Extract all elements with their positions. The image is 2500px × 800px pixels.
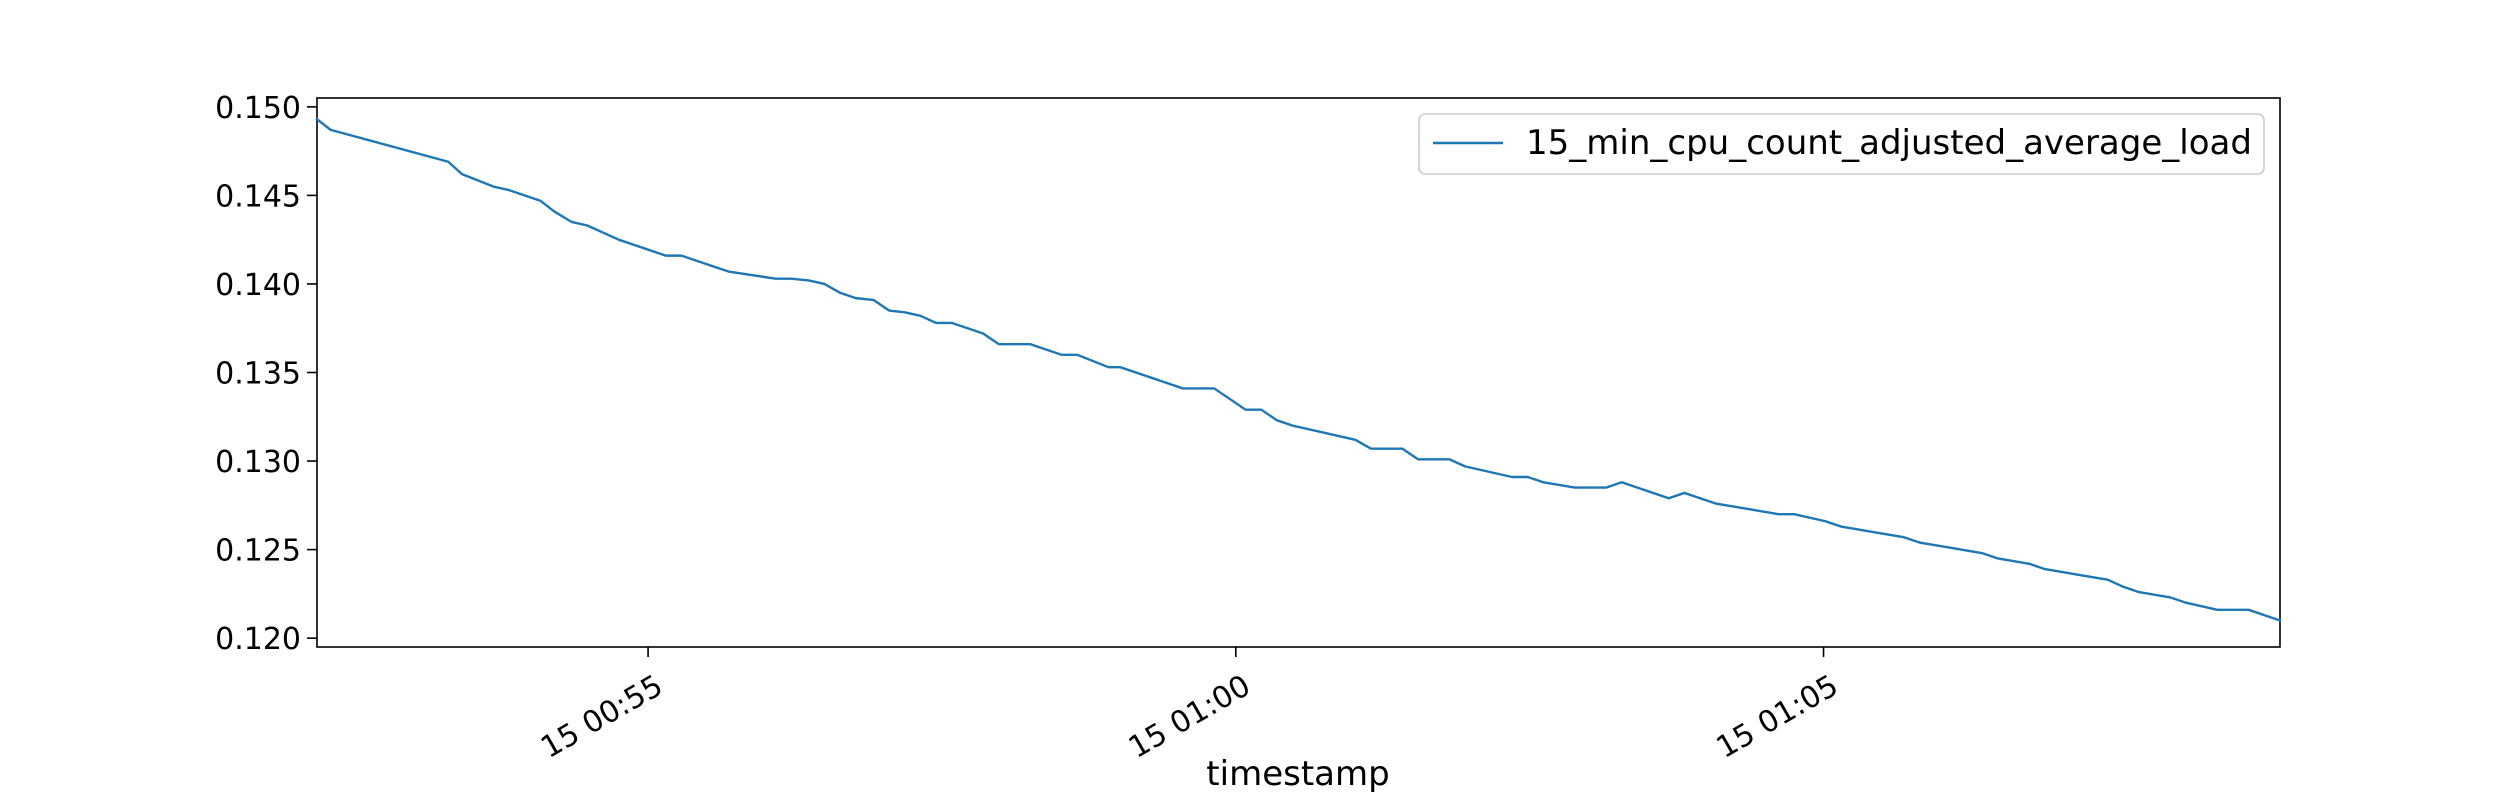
y-tick-label: 0.130 xyxy=(215,445,301,480)
legend: 15_min_cpu_count_adjusted_average_load xyxy=(1418,113,2265,175)
y-axis: 0.120 0.125 0.130 0.135 0.140 0.145 0.150 xyxy=(215,91,317,657)
plot-frame xyxy=(316,97,2281,648)
y-tick-label: 0.150 xyxy=(215,91,301,126)
legend-entry-label: 15_min_cpu_count_adjusted_average_load xyxy=(1526,123,2252,163)
y-tick-label: 0.140 xyxy=(215,268,301,303)
y-tick-label: 0.120 xyxy=(215,622,301,657)
x-tick-label: 15 01:00 xyxy=(1123,668,1257,765)
y-tick-label: 0.125 xyxy=(215,534,301,569)
x-tick-label: 15 01:05 xyxy=(1711,668,1845,765)
legend-box xyxy=(1418,113,2265,175)
plot-area xyxy=(315,97,2282,648)
series-line-15-min-cpu-load xyxy=(315,117,2282,622)
y-tick-label: 0.145 xyxy=(215,179,301,214)
y-tick-label: 0.135 xyxy=(215,357,301,392)
x-axis-label: timestamp xyxy=(1206,754,1389,794)
x-axis: 15 00:55 15 01:00 15 01:05 xyxy=(535,647,1844,766)
x-tick-label: 15 00:55 xyxy=(535,668,669,765)
